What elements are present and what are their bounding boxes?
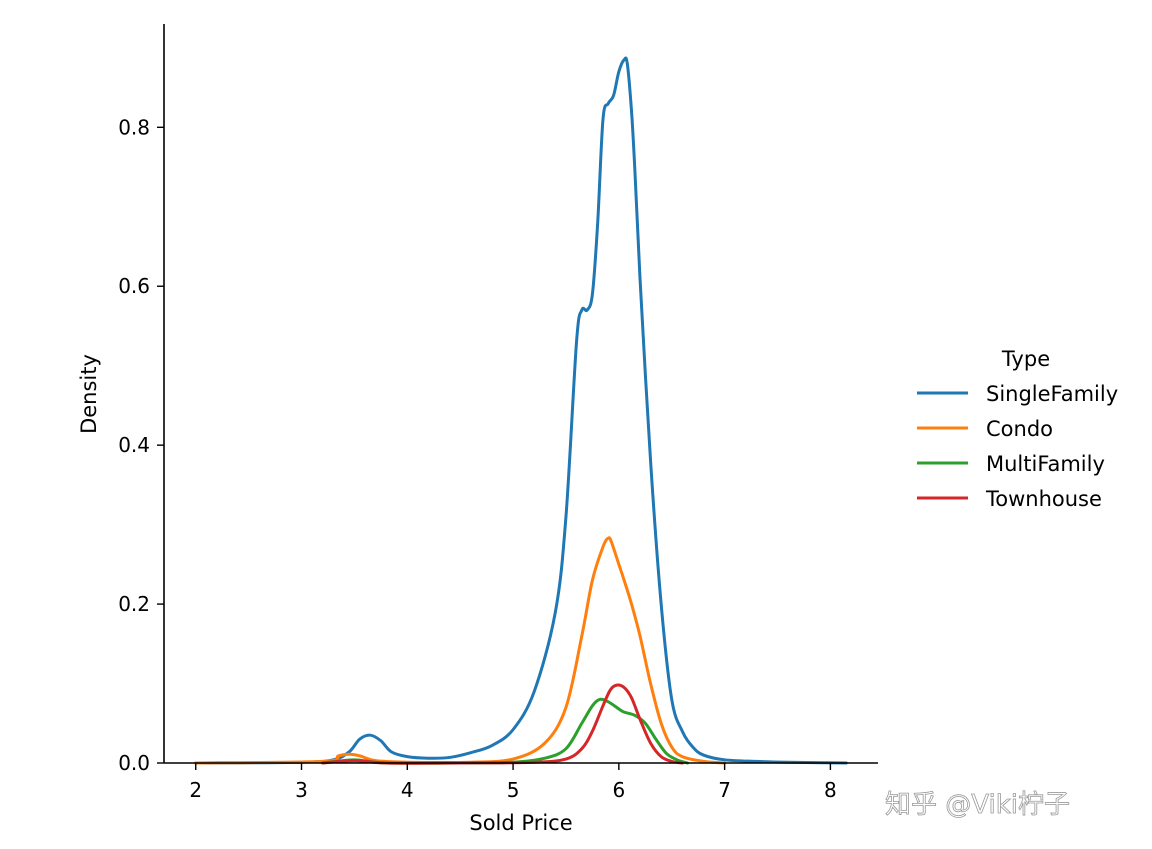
x-tick-label: 4 — [401, 778, 414, 802]
legend-label-condo: Condo — [986, 417, 1053, 441]
plot-area — [194, 56, 848, 765]
y-tick-label: 0.8 — [118, 115, 150, 139]
x-axis-ticks: 2 3 4 5 6 7 8 — [189, 763, 837, 802]
x-tick-label: 2 — [189, 778, 202, 802]
legend-title: Type — [1001, 347, 1050, 371]
legend-label-multifamily: MultiFamily — [986, 452, 1105, 476]
series-line-singlefamily — [194, 56, 848, 765]
legend: Type SingleFamily Condo MultiFamily Townhou… — [917, 347, 1118, 511]
y-tick-label: 0.4 — [118, 433, 150, 457]
legend-label-townhouse: Townhouse — [985, 487, 1102, 511]
x-tick-label: 3 — [295, 778, 308, 802]
series-line-townhouse — [321, 683, 684, 765]
y-tick-label: 0.0 — [118, 751, 150, 775]
watermark-text: 知乎 @Viki柠子 — [885, 790, 1070, 820]
x-tick-label: 8 — [824, 778, 837, 802]
x-tick-label: 6 — [612, 778, 625, 802]
series-line-multifamily — [321, 697, 690, 765]
x-tick-label: 5 — [507, 778, 520, 802]
y-axis-label: Density — [77, 354, 101, 434]
legend-label-singlefamily: SingleFamily — [986, 382, 1118, 406]
x-tick-label: 7 — [718, 778, 731, 802]
y-tick-label: 0.6 — [118, 274, 150, 298]
y-tick-label: 0.2 — [118, 592, 150, 616]
x-axis-label: Sold Price — [469, 811, 572, 835]
y-axis-ticks: 0.0 0.2 0.4 0.6 0.8 — [118, 115, 164, 775]
series-line-condo — [194, 536, 727, 765]
